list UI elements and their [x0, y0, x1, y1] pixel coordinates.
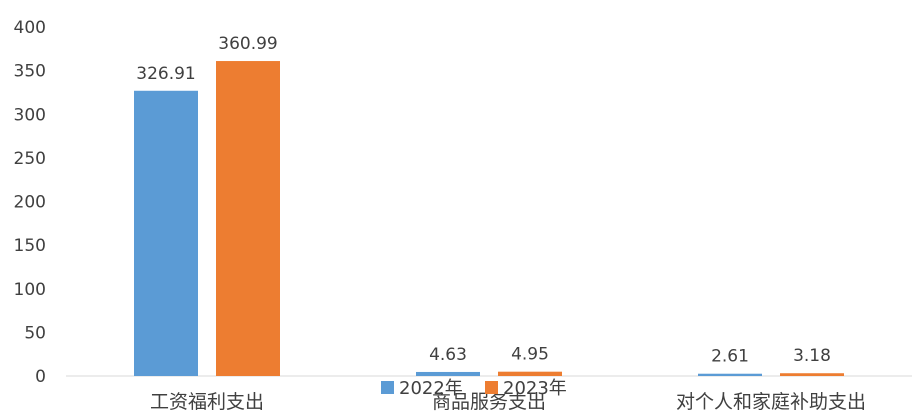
legend-swatch-2	[485, 381, 498, 394]
data-label: 360.99	[218, 34, 277, 54]
bars-group	[134, 61, 844, 376]
bar-series-2-cat-1	[216, 61, 280, 376]
bar-series-1-cat-2	[416, 371, 480, 376]
data-label: 4.63	[429, 345, 467, 365]
y-tick-label: 150	[14, 236, 46, 256]
legend-swatch-1	[381, 381, 394, 394]
category-label: 对个人和家庭补助支出	[676, 391, 866, 413]
y-tick-label: 400	[14, 18, 46, 38]
bar-series-1-cat-3	[698, 373, 762, 376]
data-label: 2.61	[711, 347, 749, 367]
category-label: 商品服务支出	[432, 391, 546, 413]
y-tick-label: 0	[35, 367, 46, 387]
y-tick-label: 350	[14, 62, 46, 82]
y-axis-ticks: 0 50 100 150 200 250 300 350 400	[14, 18, 46, 387]
data-label: 326.91	[136, 64, 195, 84]
bar-series-2-cat-2	[498, 371, 562, 376]
legend: 2022年 2023年	[381, 378, 567, 399]
legend-label-2: 2023年	[503, 378, 567, 399]
data-label: 3.18	[793, 346, 831, 366]
y-tick-label: 200	[14, 193, 46, 213]
data-label: 4.95	[511, 345, 549, 365]
category-label: 工资福利支出	[150, 391, 264, 413]
y-tick-label: 100	[14, 280, 46, 300]
legend-label-1: 2022年	[399, 378, 463, 399]
y-tick-label: 250	[14, 149, 46, 169]
bar-series-1-cat-1	[134, 90, 198, 376]
data-labels-group: 326.91 360.99 4.63 4.95 2.61 3.18	[136, 34, 831, 367]
category-labels-group: 工资福利支出 商品服务支出 对个人和家庭补助支出	[150, 391, 866, 413]
y-tick-label: 50	[24, 323, 46, 343]
y-tick-label: 300	[14, 105, 46, 125]
bar-series-2-cat-3	[780, 373, 844, 376]
